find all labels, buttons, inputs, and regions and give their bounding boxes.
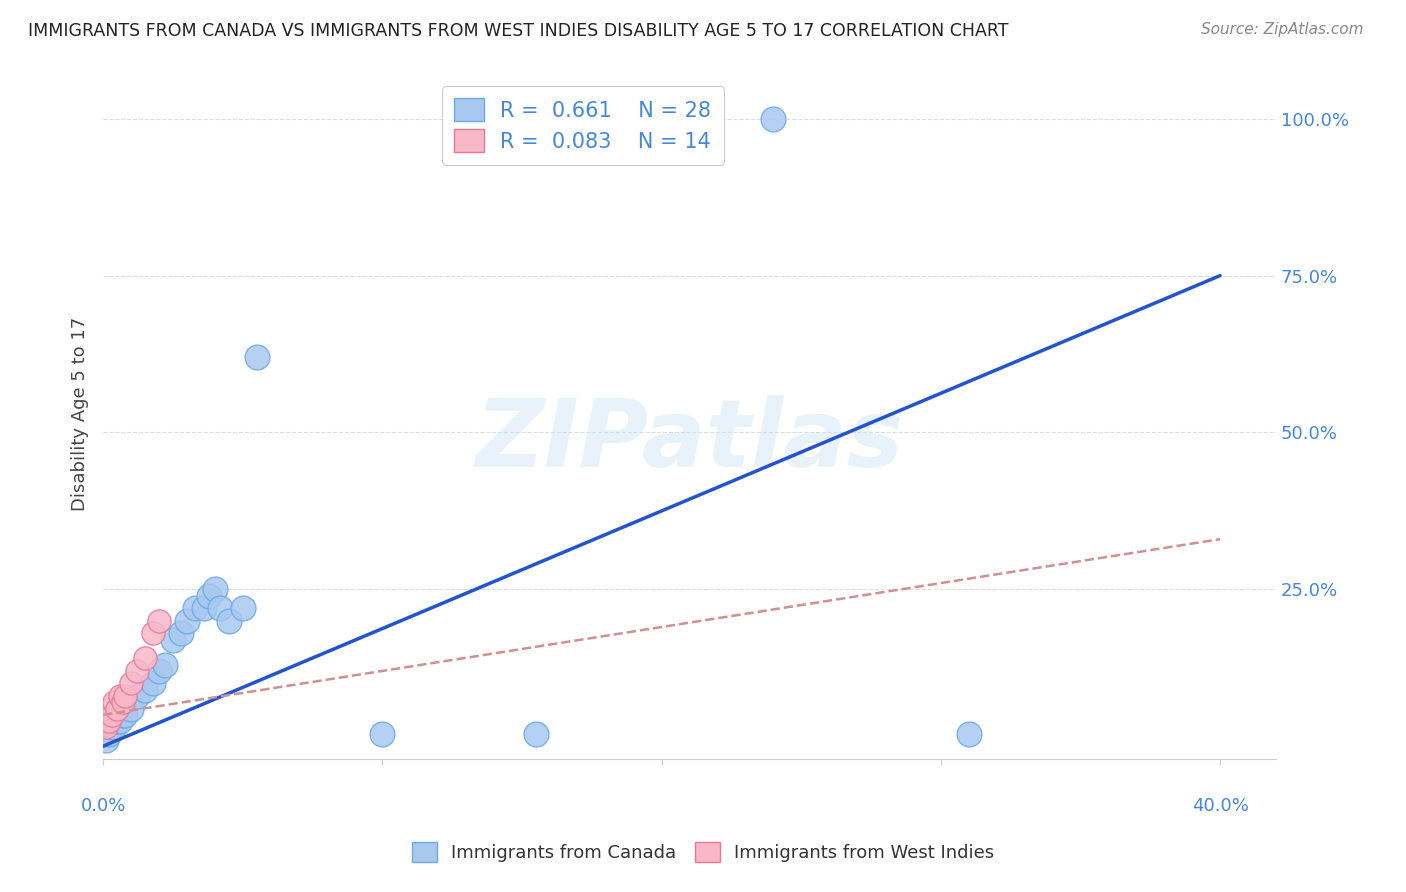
- Point: [103, 720, 125, 734]
- Text: 0.0%: 0.0%: [80, 797, 125, 814]
- Point: [193, 601, 215, 615]
- Point: [105, 714, 128, 728]
- Legend: Immigrants from Canada, Immigrants from West Indies: Immigrants from Canada, Immigrants from …: [405, 835, 1001, 870]
- Point: [108, 689, 131, 703]
- Point: [209, 601, 232, 615]
- Point: [97, 727, 120, 741]
- Point: [94, 720, 117, 734]
- Point: [94, 733, 117, 747]
- Point: [120, 676, 142, 690]
- Point: [170, 626, 193, 640]
- Point: [114, 689, 136, 703]
- Point: [162, 632, 184, 647]
- Text: Source: ZipAtlas.com: Source: ZipAtlas.com: [1201, 22, 1364, 37]
- Point: [148, 614, 170, 628]
- Y-axis label: Disability Age 5 to 17: Disability Age 5 to 17: [72, 317, 89, 511]
- Point: [111, 695, 134, 709]
- Point: [103, 695, 125, 709]
- Point: [246, 350, 269, 364]
- Point: [198, 589, 221, 603]
- Point: [371, 727, 394, 741]
- Point: [105, 701, 128, 715]
- Point: [176, 614, 198, 628]
- Point: [232, 601, 254, 615]
- Point: [97, 714, 120, 728]
- Point: [125, 664, 148, 678]
- Legend: R =  0.661    N = 28, R =  0.083    N = 14: R = 0.661 N = 28, R = 0.083 N = 14: [441, 86, 724, 165]
- Text: ZIPatlas: ZIPatlas: [475, 395, 904, 487]
- Point: [100, 707, 122, 722]
- Point: [762, 112, 785, 126]
- Point: [148, 664, 170, 678]
- Point: [204, 582, 226, 597]
- Point: [153, 657, 176, 672]
- Point: [142, 626, 165, 640]
- Point: [134, 682, 156, 697]
- Point: [120, 701, 142, 715]
- Point: [114, 707, 136, 722]
- Text: IMMIGRANTS FROM CANADA VS IMMIGRANTS FROM WEST INDIES DISABILITY AGE 5 TO 17 COR: IMMIGRANTS FROM CANADA VS IMMIGRANTS FRO…: [28, 22, 1008, 40]
- Point: [111, 707, 134, 722]
- Point: [524, 727, 547, 741]
- Point: [218, 614, 240, 628]
- Point: [97, 701, 120, 715]
- Point: [108, 714, 131, 728]
- Point: [184, 601, 207, 615]
- Point: [100, 720, 122, 734]
- Point: [957, 727, 980, 741]
- Point: [134, 651, 156, 665]
- Point: [142, 676, 165, 690]
- Point: [125, 689, 148, 703]
- Text: 40.0%: 40.0%: [1192, 797, 1249, 814]
